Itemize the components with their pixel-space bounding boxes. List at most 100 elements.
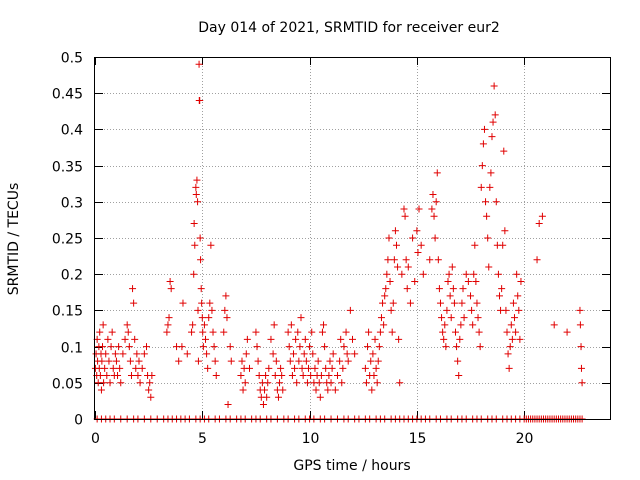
data-point [490, 82, 498, 90]
data-point [550, 321, 558, 329]
plot-area-border [94, 57, 611, 420]
data-point [500, 147, 508, 155]
data-point [204, 364, 212, 372]
data-point [318, 328, 326, 336]
data-point [302, 357, 310, 365]
data-point [492, 198, 500, 206]
data-point [504, 350, 512, 358]
data-point [486, 183, 494, 191]
y-tick-label: 0.45 [52, 87, 83, 103]
data-point [197, 256, 205, 264]
data-point [419, 270, 427, 278]
data-point [342, 328, 350, 336]
data-point [115, 343, 123, 351]
data-point [488, 133, 496, 141]
data-point [289, 350, 297, 358]
data-point [119, 350, 127, 358]
data-point [208, 306, 216, 314]
data-point [484, 234, 492, 242]
x-tick-label: 5 [198, 431, 207, 447]
data-point [261, 386, 269, 394]
data-point [460, 314, 468, 322]
data-point [503, 328, 511, 336]
data-point [145, 386, 153, 394]
data-point [109, 364, 117, 372]
y-tick-label: 0.2 [61, 268, 83, 284]
data-point [512, 328, 520, 336]
data-point [192, 183, 200, 191]
data-point [370, 372, 378, 380]
x-tick-label: 0 [91, 431, 100, 447]
data-point [470, 270, 478, 278]
data-point [99, 343, 107, 351]
data-point [402, 256, 410, 264]
y-tick-label: 0.05 [52, 377, 83, 393]
data-point [99, 321, 107, 329]
data-point [288, 372, 296, 380]
data-point [374, 357, 382, 365]
data-point [326, 357, 334, 365]
data-point [453, 343, 461, 351]
data-point [210, 343, 218, 351]
data-point [403, 285, 411, 293]
data-point [101, 364, 109, 372]
data-point [167, 285, 175, 293]
data-point [196, 96, 204, 104]
data-point [227, 357, 235, 365]
data-point [495, 292, 503, 300]
data-point [112, 357, 120, 365]
data-point [494, 270, 502, 278]
data-point [127, 372, 135, 380]
data-point [440, 335, 448, 343]
data-point [189, 321, 197, 329]
data-point [439, 328, 447, 336]
data-point [365, 328, 373, 336]
data-point [372, 364, 380, 372]
data-point [253, 343, 261, 351]
data-point [305, 364, 313, 372]
data-point [316, 393, 324, 401]
data-point [136, 379, 144, 387]
data-point [337, 335, 345, 343]
data-point [391, 227, 399, 235]
data-point [458, 299, 466, 307]
data-point [508, 335, 516, 343]
data-point [395, 335, 403, 343]
data-point [179, 299, 187, 307]
data-point [291, 364, 299, 372]
data-point [349, 335, 356, 343]
data-point [328, 364, 336, 372]
data-point [191, 241, 199, 249]
data-point [286, 357, 294, 365]
data-point [106, 379, 114, 387]
x-axis-label: GPS time / hours [293, 458, 410, 474]
data-point [506, 343, 514, 351]
data-point [166, 277, 174, 285]
data-point [381, 292, 389, 300]
x-axis: 0 5 10 15 20 [91, 57, 533, 447]
data-point [200, 321, 208, 329]
data-point [293, 379, 301, 387]
data-point [114, 372, 122, 380]
data-point [188, 328, 196, 336]
data-point [199, 343, 207, 351]
data-point [284, 328, 292, 336]
data-point [340, 343, 348, 351]
data-point [146, 379, 154, 387]
data-point [396, 379, 404, 387]
data-point [454, 357, 462, 365]
data-point [192, 191, 200, 199]
data-point [388, 328, 396, 336]
data-point [487, 169, 495, 177]
data-point [116, 364, 124, 372]
y-axis: 0 0.05 0.1 0.15 0.2 0.25 0.3 0.35 0.4 0.45 0.5 [52, 51, 610, 429]
data-point [578, 379, 586, 387]
x-tick-label: 20 [516, 431, 534, 447]
data-point [277, 364, 285, 372]
data-point [315, 379, 323, 387]
data-point [400, 205, 408, 213]
data-point [212, 372, 220, 380]
data-point [143, 343, 150, 351]
data-point [476, 343, 484, 351]
data-point [322, 364, 330, 372]
